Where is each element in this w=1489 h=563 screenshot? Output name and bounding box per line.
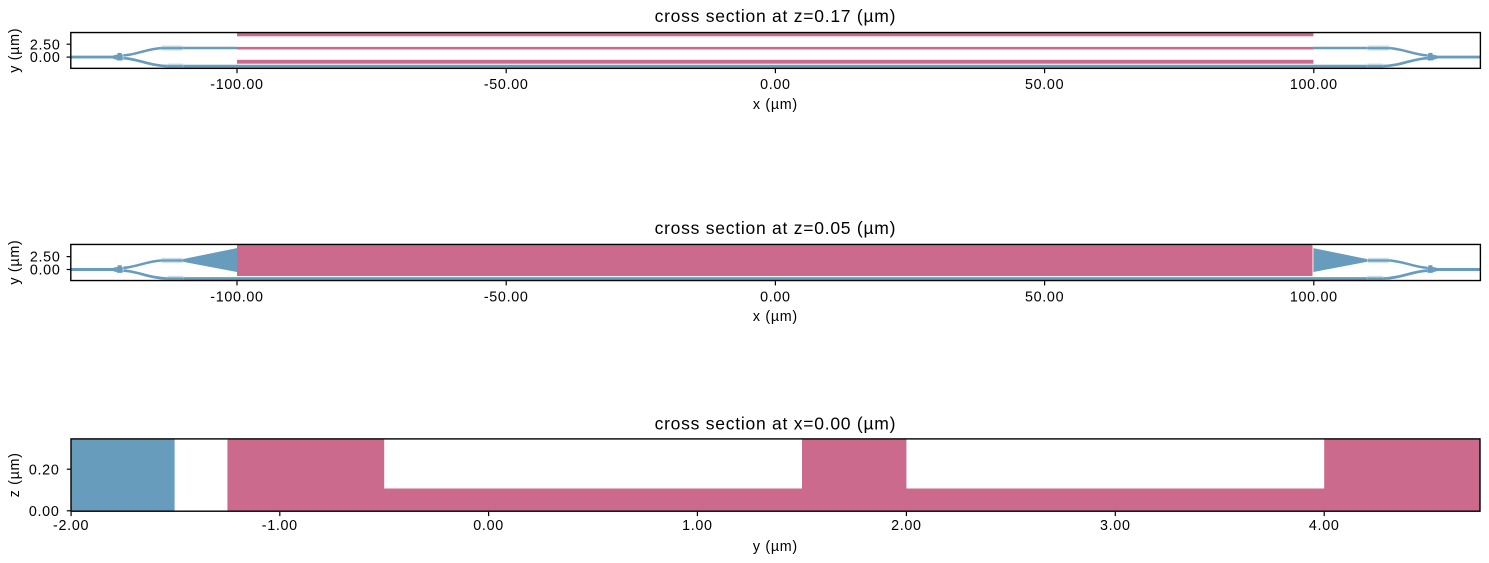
svg-text:2.50: 2.50 xyxy=(30,250,61,266)
svg-text:-50.00: -50.00 xyxy=(484,77,529,93)
svg-text:x (µm): x (µm) xyxy=(753,97,798,113)
svg-text:cross section at z=0.17 (µm): cross section at z=0.17 (µm) xyxy=(655,6,897,26)
svg-text:0.00: 0.00 xyxy=(760,77,791,93)
svg-text:-2.00: -2.00 xyxy=(53,518,89,534)
svg-text:-100.00: -100.00 xyxy=(210,77,263,93)
svg-text:0.00: 0.00 xyxy=(30,50,61,66)
svg-text:-50.00: -50.00 xyxy=(484,290,529,306)
svg-text:y (µm): y (µm) xyxy=(7,240,23,285)
svg-text:0.00: 0.00 xyxy=(29,504,60,520)
svg-text:3.00: 3.00 xyxy=(1100,518,1131,534)
svg-text:0.00: 0.00 xyxy=(473,518,504,534)
svg-text:4.00: 4.00 xyxy=(1309,518,1340,534)
svg-text:2.50: 2.50 xyxy=(30,37,61,53)
svg-text:50.00: 50.00 xyxy=(1025,290,1064,306)
svg-text:cross section at z=0.05 (µm): cross section at z=0.05 (µm) xyxy=(655,218,897,238)
svg-text:z (µm): z (µm) xyxy=(7,452,23,497)
svg-text:-100.00: -100.00 xyxy=(210,290,263,306)
svg-text:y (µm): y (µm) xyxy=(753,539,798,555)
svg-text:0.00: 0.00 xyxy=(30,263,61,279)
svg-text:-1.00: -1.00 xyxy=(262,518,298,534)
svg-text:y (µm): y (µm) xyxy=(7,28,23,73)
svg-text:100.00: 100.00 xyxy=(1290,77,1338,93)
svg-text:0.20: 0.20 xyxy=(29,462,60,478)
svg-text:x (µm): x (µm) xyxy=(753,309,798,325)
svg-text:50.00: 50.00 xyxy=(1025,77,1064,93)
svg-text:2.00: 2.00 xyxy=(891,518,922,534)
svg-text:0.00: 0.00 xyxy=(760,290,791,306)
svg-text:100.00: 100.00 xyxy=(1290,290,1338,306)
svg-text:cross section at x=0.00 (µm): cross section at x=0.00 (µm) xyxy=(655,414,897,434)
svg-text:1.00: 1.00 xyxy=(682,518,713,534)
